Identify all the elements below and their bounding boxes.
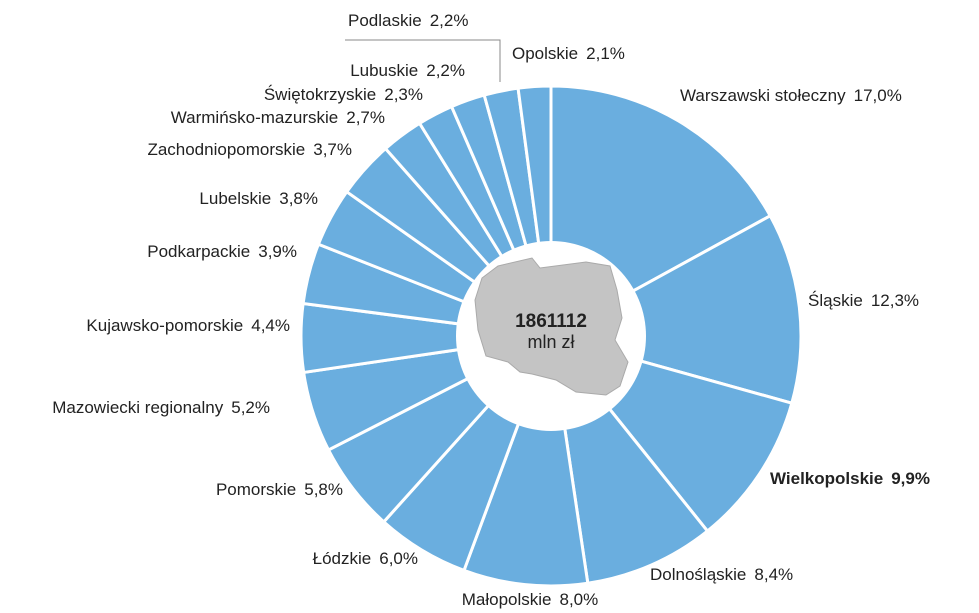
category-label: Lubuskie — [350, 61, 418, 80]
category-label: Podlaskie — [348, 11, 422, 30]
value-label: 3,7% — [313, 140, 352, 159]
value-label: 2,2% — [426, 61, 465, 80]
category-label: Świętokrzyskie — [264, 85, 376, 104]
slice-label: Mazowiecki regionalny 5,2% — [52, 398, 270, 417]
slice — [547, 213, 803, 406]
center-unit: mln zł — [527, 332, 574, 352]
category-label: Podkarpackie — [147, 242, 250, 261]
value-label: 5,8% — [304, 480, 343, 499]
category-label: Dolnośląskie — [650, 565, 746, 584]
slice-label: Podlaskie 2,2% — [348, 11, 468, 30]
slice-label: Świętokrzyskie 2,3% — [264, 85, 423, 104]
value-label: 8,4% — [754, 565, 793, 584]
slice-label: Warmińsko-mazurskie 2,7% — [171, 108, 385, 127]
value-label: 17,0% — [854, 86, 902, 105]
poland-map — [474, 257, 629, 396]
slice-label: Śląskie 12,3% — [808, 291, 919, 310]
center-value: 1861112 — [515, 311, 587, 332]
slice-label: Wielkopolskie 9,9% — [770, 469, 930, 488]
category-label: Opolskie — [512, 44, 578, 63]
slice-label: Warszawski stołeczny 17,0% — [680, 86, 902, 105]
value-label: 3,8% — [279, 189, 318, 208]
value-label: 3,9% — [258, 242, 297, 261]
slice-label: Zachodniopomorskie 3,7% — [147, 140, 352, 159]
slice-label: Kujawsko-pomorskie 4,4% — [86, 316, 290, 335]
value-label: 4,4% — [251, 316, 290, 335]
category-label: Łódzkie — [313, 549, 372, 568]
category-label: Wielkopolskie — [770, 469, 883, 488]
slice-label: Małopolskie 8,0% — [462, 590, 599, 609]
slice-label: Lubelskie 3,8% — [199, 189, 318, 208]
slice-label: Podkarpackie 3,9% — [147, 242, 297, 261]
category-label: Warmińsko-mazurskie — [171, 108, 339, 127]
category-label: Lubelskie — [199, 189, 271, 208]
category-label: Pomorskie — [216, 480, 296, 499]
slice-label: Opolskie 2,1% — [512, 44, 625, 63]
value-label: 9,9% — [891, 469, 930, 488]
category-label: Małopolskie — [462, 590, 552, 609]
slice-label: Dolnośląskie 8,4% — [650, 565, 793, 584]
value-label: 2,2% — [430, 11, 469, 30]
category-label: Kujawsko-pomorskie — [86, 316, 243, 335]
value-label: 12,3% — [871, 291, 919, 310]
value-label: 6,0% — [379, 549, 418, 568]
category-label: Warszawski stołeczny — [680, 86, 846, 105]
category-label: Zachodniopomorskie — [147, 140, 305, 159]
value-label: 2,3% — [384, 85, 423, 104]
value-label: 8,0% — [560, 590, 599, 609]
slice-label: Pomorskie 5,8% — [216, 480, 343, 499]
category-label: Mazowiecki regionalny — [52, 398, 224, 417]
slice-label: Łódzkie 6,0% — [313, 549, 418, 568]
value-label: 5,2% — [231, 398, 270, 417]
value-label: 2,7% — [346, 108, 385, 127]
leader-line — [345, 39, 501, 82]
value-label: 2,1% — [586, 44, 625, 63]
slice-label: Lubuskie 2,2% — [350, 61, 465, 80]
category-label: Śląskie — [808, 291, 863, 310]
